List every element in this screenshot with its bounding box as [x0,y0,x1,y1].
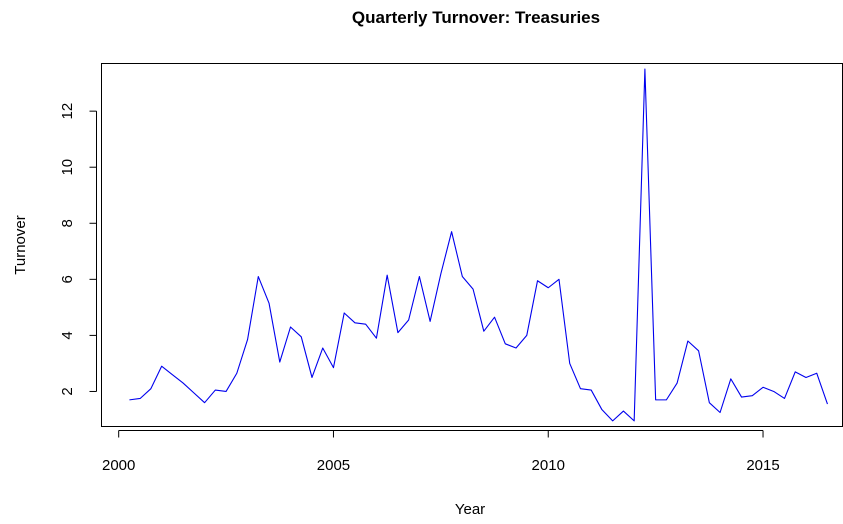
plot-area-frame [101,63,843,427]
x-tick-label: 2015 [746,457,779,474]
y-tick-label: 4 [59,331,76,339]
y-axis-label: Turnover [12,215,29,274]
y-tick-label: 8 [59,219,76,227]
y-tick-label: 10 [59,159,76,176]
series-line [129,68,828,422]
x-tick-label: 2000 [102,457,135,474]
x-tick-label: 2005 [317,457,350,474]
chart-title: Quarterly Turnover: Treasuries [352,8,600,27]
y-axis: 2 4 6 8 10 12 [59,103,97,396]
x-tick-label: 2010 [532,457,565,474]
x-axis-label: Year [455,501,485,518]
y-tick-label: 12 [59,103,76,120]
x-axis: 2000 2005 2010 2015 [102,430,780,474]
y-tick-label: 2 [59,387,76,395]
y-tick-label: 6 [59,275,76,283]
